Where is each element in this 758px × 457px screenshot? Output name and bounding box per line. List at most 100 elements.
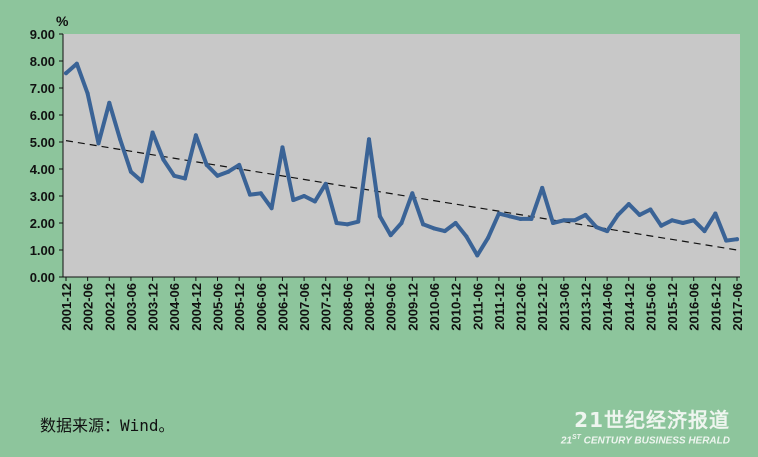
data-point — [204, 162, 209, 167]
x-tick-label: 2003-06 — [124, 283, 139, 331]
x-tick-label: 2005-12 — [232, 283, 247, 331]
x-tick-label: 2014-12 — [622, 283, 637, 331]
x-tick-label: 2002-06 — [81, 283, 96, 331]
data-point — [150, 130, 155, 135]
data-point — [702, 229, 707, 234]
data-point — [323, 181, 328, 186]
data-point — [605, 229, 610, 234]
y-tick-label: 0.00 — [30, 270, 55, 285]
data-point — [280, 145, 285, 150]
data-point — [107, 100, 112, 105]
x-tick-label: 2011-06 — [470, 283, 485, 330]
x-tick-label: 2013-06 — [557, 283, 572, 331]
data-point — [453, 221, 458, 225]
x-tick-label: 2003-12 — [146, 283, 161, 331]
data-point — [85, 91, 90, 96]
x-tick-label: 2016-12 — [708, 283, 723, 331]
data-point — [269, 206, 274, 211]
x-tick-label: 2012-06 — [514, 283, 529, 331]
data-point — [74, 61, 79, 66]
data-point — [312, 199, 317, 204]
data-point — [247, 192, 252, 197]
x-tick-label: 2001-12 — [59, 283, 74, 331]
x-tick-label: 2004-12 — [189, 283, 204, 331]
data-point — [475, 253, 480, 258]
data-point — [345, 222, 350, 227]
data-point — [583, 212, 588, 217]
x-tick-label: 2006-06 — [254, 283, 269, 331]
x-tick-label: 2014-06 — [600, 283, 615, 331]
x-tick-label: 2011-12 — [492, 283, 507, 330]
x-tick-label: 2016-06 — [687, 283, 702, 331]
data-point — [442, 229, 447, 234]
data-point — [496, 211, 501, 216]
y-tick-label: 8.00 — [30, 54, 55, 69]
data-point — [161, 157, 166, 162]
data-point — [183, 176, 188, 181]
x-tick-label: 2009-12 — [405, 283, 420, 331]
watermark-subtitle-rest: CENTURY BUSINESS HERALD — [580, 435, 730, 447]
data-point — [388, 233, 393, 238]
y-tick-label: 5.00 — [30, 135, 55, 150]
watermark-title: 21世纪经济报道 — [574, 408, 730, 432]
data-point — [637, 212, 642, 217]
data-point — [367, 137, 372, 142]
y-axis: 0.00 1.00 2.00 3.00 4.00 5.00 6.00 7.00 8.00 9.00 — [30, 27, 64, 285]
x-tick-label: 2015-06 — [643, 283, 658, 331]
y-tick-label: 4.00 — [30, 162, 55, 177]
data-point — [302, 194, 307, 198]
y-tick-label: 2.00 — [30, 216, 55, 231]
data-point — [529, 216, 534, 221]
x-tick-label: 2002-12 — [102, 283, 117, 331]
data-point — [258, 191, 263, 196]
data-point — [237, 162, 242, 167]
data-point — [410, 191, 415, 196]
x-tick-label: 2008-12 — [362, 283, 377, 331]
data-point — [518, 216, 523, 221]
data-point — [561, 218, 566, 223]
data-point — [193, 133, 198, 138]
data-point — [226, 169, 231, 174]
data-point — [594, 225, 599, 230]
data-point — [421, 222, 426, 227]
watermark-subtitle-prefix: 21 — [560, 435, 572, 447]
data-point — [118, 137, 123, 142]
data-point — [431, 226, 436, 231]
x-tick-label: 2010-12 — [449, 283, 464, 331]
data-point — [334, 221, 339, 225]
data-point — [215, 173, 220, 178]
data-point — [551, 221, 556, 225]
trendline — [65, 140, 738, 251]
data-point — [626, 202, 631, 207]
data-point — [670, 218, 675, 223]
data-point — [291, 198, 296, 203]
x-tick-label: 2017-06 — [730, 283, 745, 331]
data-point — [713, 211, 718, 216]
data-point — [399, 221, 404, 225]
x-tick-label: 2007-12 — [319, 283, 334, 331]
y-tick-label: 6.00 — [30, 108, 55, 123]
data-point — [680, 221, 685, 225]
x-tick-label: 2015-12 — [665, 283, 680, 331]
data-point — [724, 238, 729, 243]
x-tick-label: 2008-06 — [340, 283, 355, 331]
data-point — [507, 214, 512, 219]
data-point — [139, 179, 144, 184]
y-tick-label: 1.00 — [30, 243, 55, 258]
x-tick-label: 2005-06 — [211, 283, 226, 331]
y-tick-label: 7.00 — [30, 81, 55, 96]
data-point — [615, 212, 620, 217]
source-note: 数据来源：Wind。 — [40, 416, 175, 435]
data-point — [464, 234, 469, 239]
y-tick-label: 9.00 — [30, 27, 55, 42]
x-tick-label: 2012-12 — [535, 283, 550, 331]
data-point — [572, 218, 577, 223]
x-tick-label: 2009-06 — [384, 283, 399, 331]
y-tick-label: 3.00 — [30, 189, 55, 204]
data-point — [96, 141, 101, 146]
x-tick-label: 2004-06 — [167, 283, 182, 331]
data-point — [377, 214, 382, 219]
data-point — [540, 185, 545, 190]
data-point — [356, 219, 361, 224]
